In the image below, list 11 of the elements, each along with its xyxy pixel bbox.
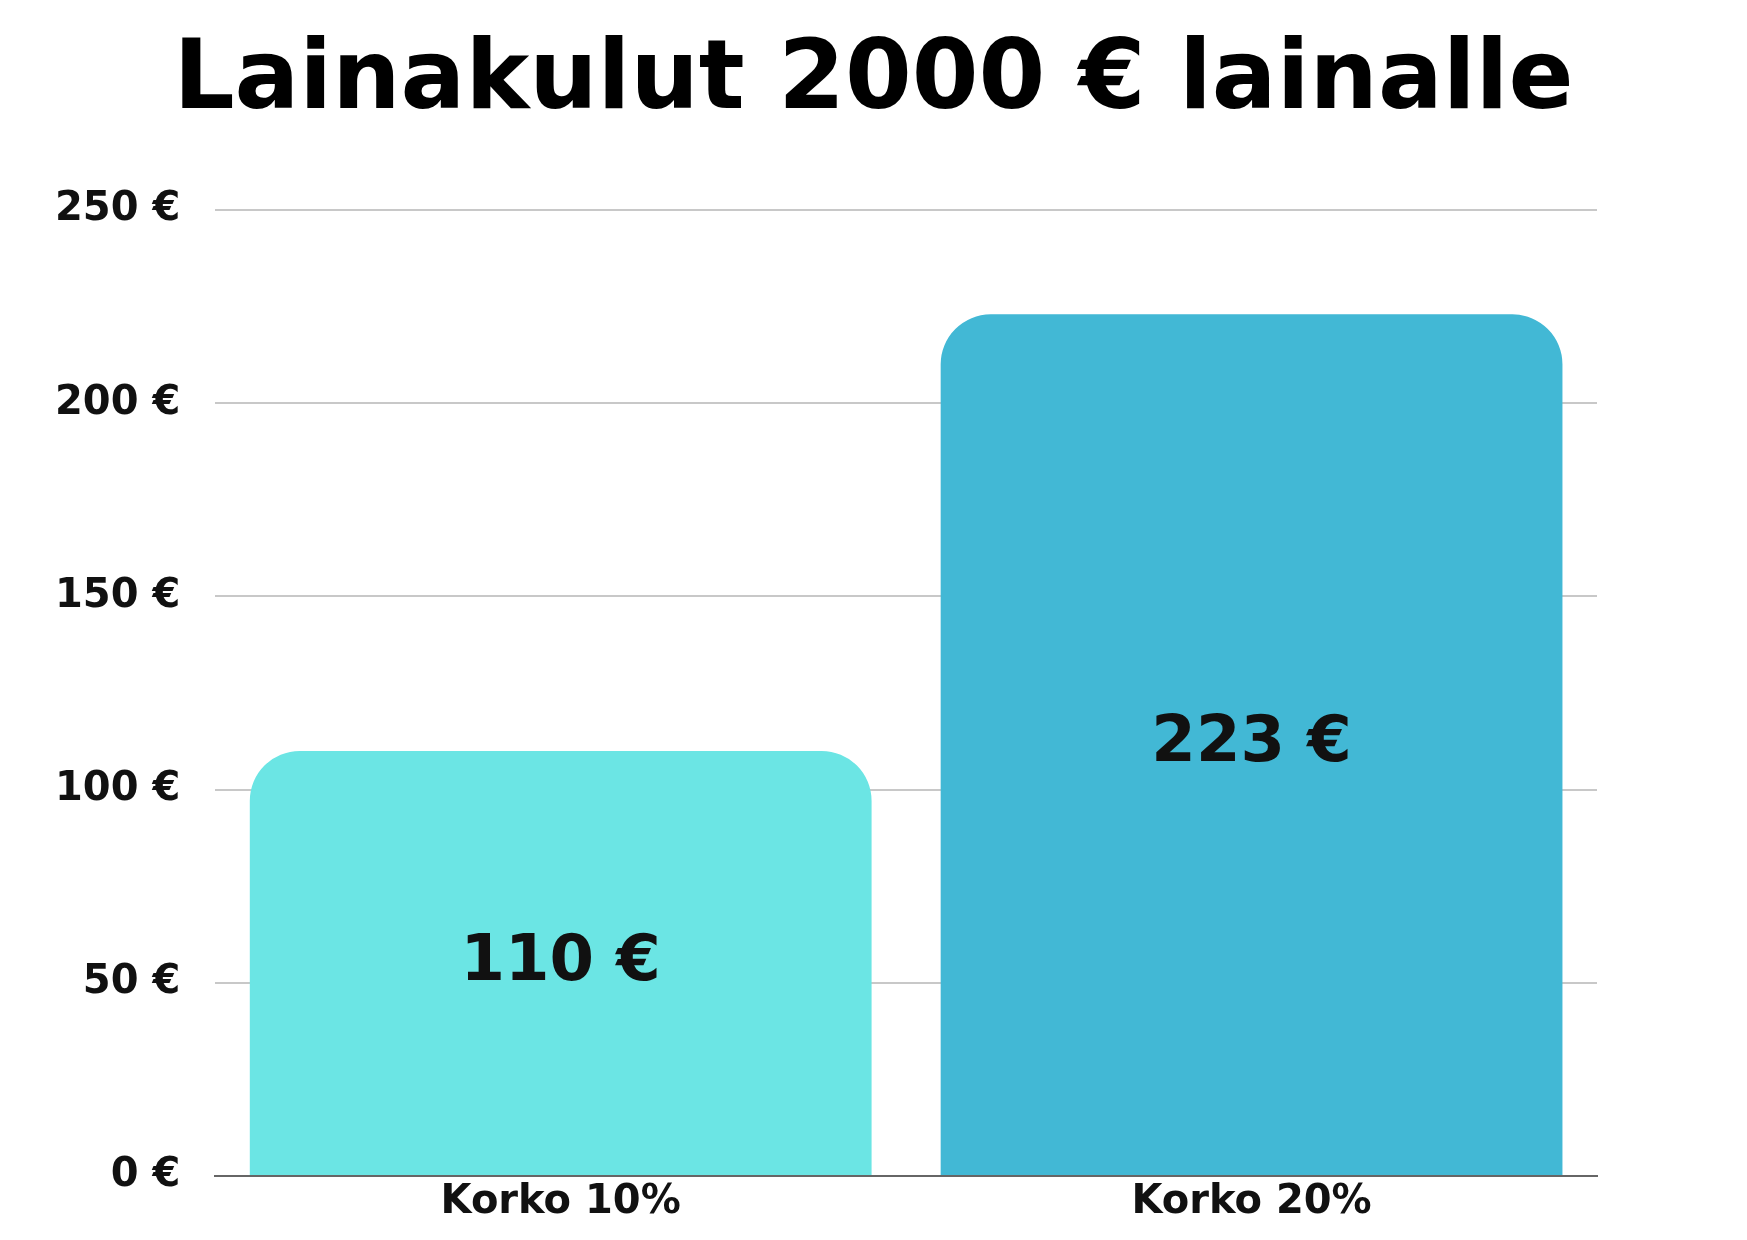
data-label: 110 € xyxy=(460,920,661,995)
y-tick-label: 50 € xyxy=(82,956,181,1003)
y-tick-label: 250 € xyxy=(54,183,181,230)
data-label: 223 € xyxy=(1151,702,1352,777)
y-tick-label: 150 € xyxy=(54,569,181,616)
x-tick-label: Korko 10% xyxy=(440,1176,681,1223)
y-tick-label: 100 € xyxy=(54,762,181,809)
chart-title: Lainakulut 2000 € lainalle xyxy=(172,18,1575,133)
y-tick-label: 0 € xyxy=(110,1149,181,1196)
x-tick-label: Korko 20% xyxy=(1131,1176,1372,1223)
y-tick-label: 200 € xyxy=(54,376,181,423)
